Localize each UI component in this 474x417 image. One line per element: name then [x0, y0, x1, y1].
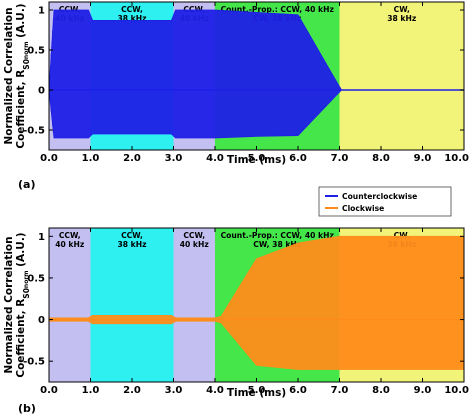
segment-label: CCW,: [183, 231, 205, 240]
segment-label: CW, 38 kHz: [253, 240, 301, 249]
segment-label: 40 kHz: [55, 240, 85, 249]
y-tick-label: 0: [38, 86, 45, 97]
y-axis-label-line2: Coefficient, RS0norm (A.U.): [15, 232, 31, 377]
x-tick-label: 9.0: [414, 153, 432, 164]
y-tick-label: 0.5: [27, 273, 45, 284]
y-axis-label-line1: Normalized Correlation: [3, 7, 15, 144]
x-tick-label: 4.0: [206, 153, 224, 164]
panel-label: (a): [18, 178, 35, 191]
x-tick-label: 7.0: [331, 385, 349, 396]
segment-label: CCW,: [59, 5, 81, 14]
x-tick-label: 8.0: [372, 385, 390, 396]
x-tick-label: 4.0: [206, 385, 224, 396]
x-tick-label: 2.0: [123, 385, 141, 396]
segment-band: [49, 228, 91, 382]
x-tick-label: 3.0: [165, 385, 183, 396]
legend: Counterclockwise Clockwise: [318, 186, 452, 217]
series-envelope-lower: [49, 320, 464, 370]
y-axis-label: Normalized Correlation Coefficient, RS0no…: [3, 3, 31, 148]
segment-band: [173, 228, 215, 382]
x-tick-label: 0.0: [40, 153, 58, 164]
y-tick-label: 0.5: [27, 46, 45, 57]
x-tick-label: 2.0: [123, 153, 141, 164]
x-axis-label: Time (ms): [227, 154, 286, 166]
x-tick-label: 8.0: [372, 153, 390, 164]
y-axis-label-line2: Coefficient, RS0norm (A.U.): [15, 3, 31, 148]
segment-label: CCW,: [183, 5, 205, 14]
segment-label: 40 kHz: [180, 240, 210, 249]
y-tick-label: 0: [38, 315, 45, 326]
x-tick-label: 1.0: [82, 153, 100, 164]
x-tick-label: 0.0: [40, 385, 58, 396]
panel-label: (b): [18, 402, 36, 415]
legend-box: [318, 186, 452, 217]
segment-label: CW,: [394, 5, 410, 14]
x-tick-label: 5.0: [248, 385, 266, 396]
y-axis-label-line1: Normalized Correlation: [3, 236, 15, 373]
x-tick-label: 6.0: [289, 385, 307, 396]
y-tick-label: -0.5: [23, 357, 45, 368]
x-tick-label: 5.0: [248, 153, 266, 164]
x-tick-label: 10.0: [444, 385, 469, 396]
segment-label: 38 kHz: [117, 240, 147, 249]
x-tick-label: 3.0: [165, 153, 183, 164]
x-tick-label: 7.0: [331, 153, 349, 164]
x-tick-label: 1.0: [82, 385, 100, 396]
segment-label: 38 kHz: [387, 14, 417, 23]
series-oscillation: [49, 10, 342, 138]
segment-label: Count.-Prop.: CCW, 40 kHz: [221, 5, 335, 14]
y-tick-label: -0.5: [23, 126, 45, 137]
y-axis-label: Normalized Correlation Coefficient, RS0no…: [3, 232, 31, 377]
segment-label: CCW,: [121, 5, 143, 14]
x-axis-label: Time (ms): [227, 387, 286, 399]
series-envelope-lower: [48, 89, 464, 139]
segment-label: 38 kHz: [117, 14, 147, 23]
legend-label-clockwise: Clockwise: [342, 204, 384, 213]
x-tick-label: 6.0: [289, 153, 307, 164]
x-tick-label: 9.0: [414, 385, 432, 396]
series-envelope-upper: [48, 9, 464, 91]
segment-label: CW,: [394, 231, 410, 240]
y-tick-label: 1: [38, 6, 45, 17]
x-tick-label: 10.0: [444, 153, 469, 164]
legend-label-counterclockwise: Counterclockwise: [342, 192, 417, 201]
series-envelope-upper: [49, 235, 464, 319]
segment-band: [90, 228, 174, 382]
segment-band: [339, 2, 464, 150]
segment-label: CCW,: [121, 231, 143, 240]
segment-label: Count.-Prop.: CCW, 40 kHz: [221, 231, 335, 240]
segment-label: CCW,: [59, 231, 81, 240]
y-tick-label: 1: [38, 232, 45, 243]
